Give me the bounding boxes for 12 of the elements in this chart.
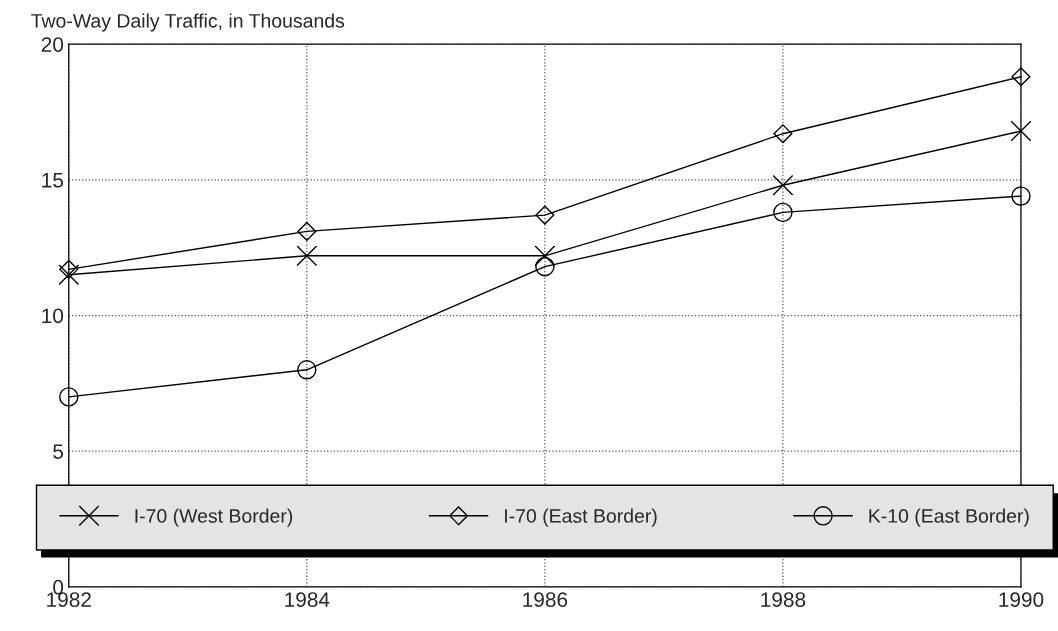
legend-label: I-70 (West Border) — [135, 508, 293, 527]
x-tick-label: 1984 — [285, 592, 330, 607]
y-tick-label: 5 — [53, 444, 64, 459]
legend-label: I-70 (East Border) — [505, 508, 657, 527]
x-tick-label: 1986 — [523, 592, 568, 607]
x-tick-label: 1990 — [999, 592, 1044, 607]
y-tick-label: 15 — [42, 173, 64, 188]
x-tick-label: 1988 — [761, 592, 806, 607]
chart-title: Two-Way Daily Traffic, in Thousands — [31, 13, 345, 32]
legend-label: K-10 (East Border) — [869, 508, 1029, 527]
y-tick-label: 10 — [42, 308, 64, 324]
y-tick-label: 20 — [41, 37, 64, 52]
